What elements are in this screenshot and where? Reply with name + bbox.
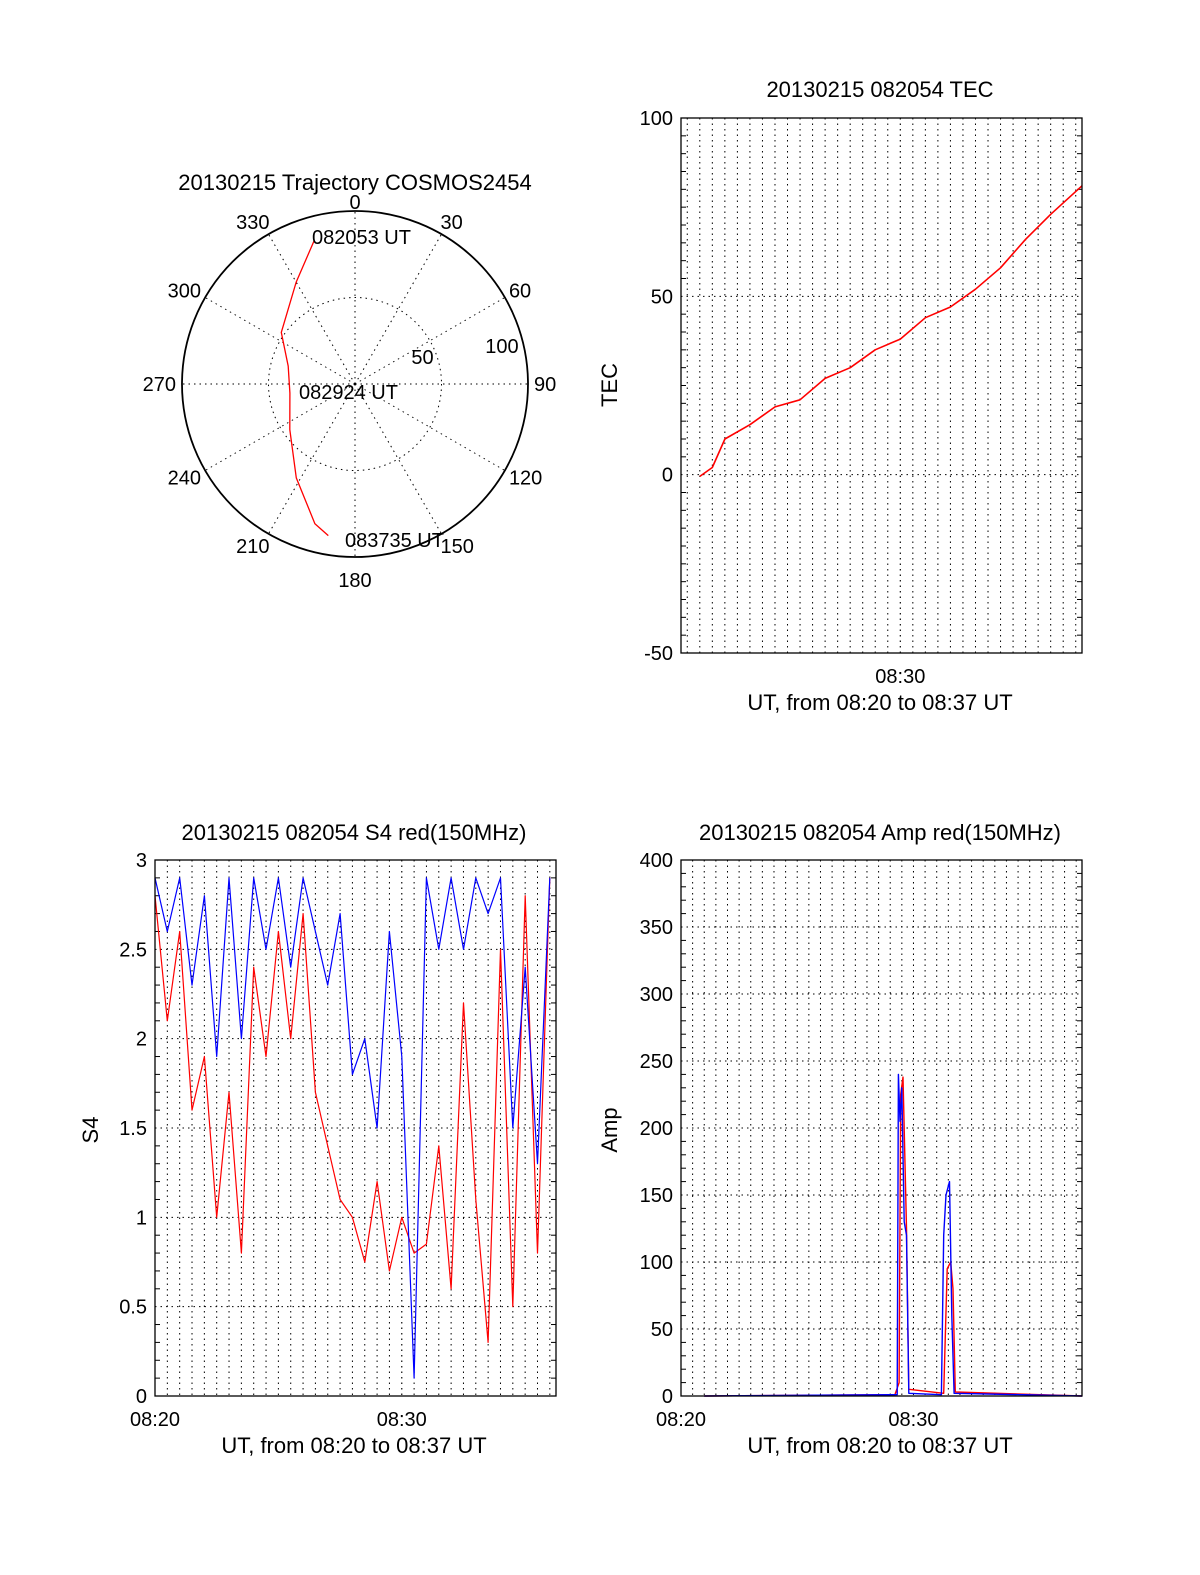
polar-azimuth-label: 30 [441,212,463,234]
tec-xlabel: UT, from 08:20 to 08:37 UT [747,690,1012,715]
amp-ylabel: Amp [597,1107,622,1152]
plot-frame [154,859,557,1397]
y-tick-label: 50 [651,1319,673,1341]
tec-ylabel: TEC [597,363,622,407]
y-tick-label: 250 [640,1051,673,1073]
series-line [704,1076,1083,1397]
polar-spoke [354,383,506,471]
polar-spoke [354,233,442,385]
x-tick-label: 08:20 [130,1409,180,1431]
amp-panel: 20130215 082054 Amp red(150MHz) Amp UT, … [597,820,1083,1458]
polar-spoke [204,383,356,471]
s4-panel: 20130215 082054 S4 red(150MHz) S4 UT, fr… [78,820,557,1458]
y-tick-label: -50 [644,643,673,665]
amp-title: 20130215 082054 Amp red(150MHz) [699,820,1061,845]
trajectory-line [280,240,329,537]
trajectory-title: 20130215 Trajectory COSMOS2454 [178,170,531,195]
trajectory-tick-labels: 0 30 60 90 120 150 180 210 240 270 300 330 50 100 [143,192,557,592]
y-tick-label: 350 [640,917,673,939]
trajectory-annotation-end: 083735 UT [345,530,444,552]
y-tick-label: 2 [136,1029,147,1051]
y-tick-label: 200 [640,1118,673,1140]
polar-radial-label: 50 [411,347,433,369]
trajectory-series [280,240,329,537]
amp-xlabel: UT, from 08:20 to 08:37 UT [747,1433,1012,1458]
polar-azimuth-label: 60 [509,281,531,303]
y-tick-label: 100 [640,108,673,130]
s4-title: 20130215 082054 S4 red(150MHz) [182,820,527,845]
amp-plot-area: 0 50 100 150 200 250 300 350 400 08:20 08:30 [640,850,1083,1431]
polar-azimuth-label: 90 [534,374,556,396]
polar-radial-label: 100 [485,336,518,358]
plot-frame [680,859,1083,1397]
trajectory-polar-panel: 20130215 Trajectory COSMOS2454 0 30 60 90 12… [143,170,557,592]
y-tick-label: 300 [640,984,673,1006]
polar-azimuth-label: 120 [509,468,542,490]
y-tick-label: 2.5 [119,939,147,961]
y-tick-label: 50 [651,286,673,308]
trajectory-annotation-mid: 082924 UT [299,382,398,404]
polar-azimuth-label: 180 [338,570,371,592]
polar-outer-circle [181,210,529,558]
y-tick-label: 0.5 [119,1297,147,1319]
s4-xlabel: UT, from 08:20 to 08:37 UT [221,1433,486,1458]
x-tick-label: 08:30 [888,1409,938,1431]
polar-spoke [354,383,442,535]
polar-spoke [268,233,356,385]
series-line [704,1073,1083,1397]
s4-plot-area: 0 0.5 1 1.5 2 2.5 3 08:20 08:30 [119,850,557,1431]
polar-spoke [354,297,506,385]
polar-azimuth-label: 270 [143,374,176,396]
y-tick-label: 150 [640,1185,673,1207]
x-tick-label: 08:30 [377,1409,427,1431]
y-tick-label: 400 [640,850,673,872]
series-line [699,185,1083,478]
s4-ylabel: S4 [78,1117,103,1144]
polar-azimuth-label: 240 [168,468,201,490]
polar-azimuth-label: 300 [168,281,201,303]
y-tick-label: 3 [136,850,147,872]
polar-azimuth-label: 210 [236,536,269,558]
y-tick-label: 0 [662,1386,673,1408]
polar-azimuth-label: 0 [349,192,360,214]
polar-azimuth-label: 150 [441,536,474,558]
polar-ring [268,297,442,471]
polar-spoke [204,297,356,385]
tec-panel: 20130215 082054 TEC TEC UT, from 08:20 t… [597,77,1083,715]
y-tick-label: 0 [662,465,673,487]
series-line [154,877,551,1343]
tec-plot-area: -50 0 50 100 08:30 [640,108,1083,688]
y-tick-label: 100 [640,1252,673,1274]
plot-frame [680,117,1083,654]
x-tick-label: 08:30 [875,666,925,688]
series-line [154,877,551,1379]
x-tick-label: 08:20 [656,1409,706,1431]
y-tick-label: 1.5 [119,1118,147,1140]
trajectory-annotation-start: 082053 UT [312,227,411,249]
y-tick-label: 1 [136,1207,147,1229]
trajectory-polar-grid [181,210,529,558]
y-tick-label: 0 [136,1386,147,1408]
polar-spoke [268,383,356,535]
tec-title: 20130215 082054 TEC [766,77,993,102]
polar-azimuth-label: 330 [236,212,269,234]
